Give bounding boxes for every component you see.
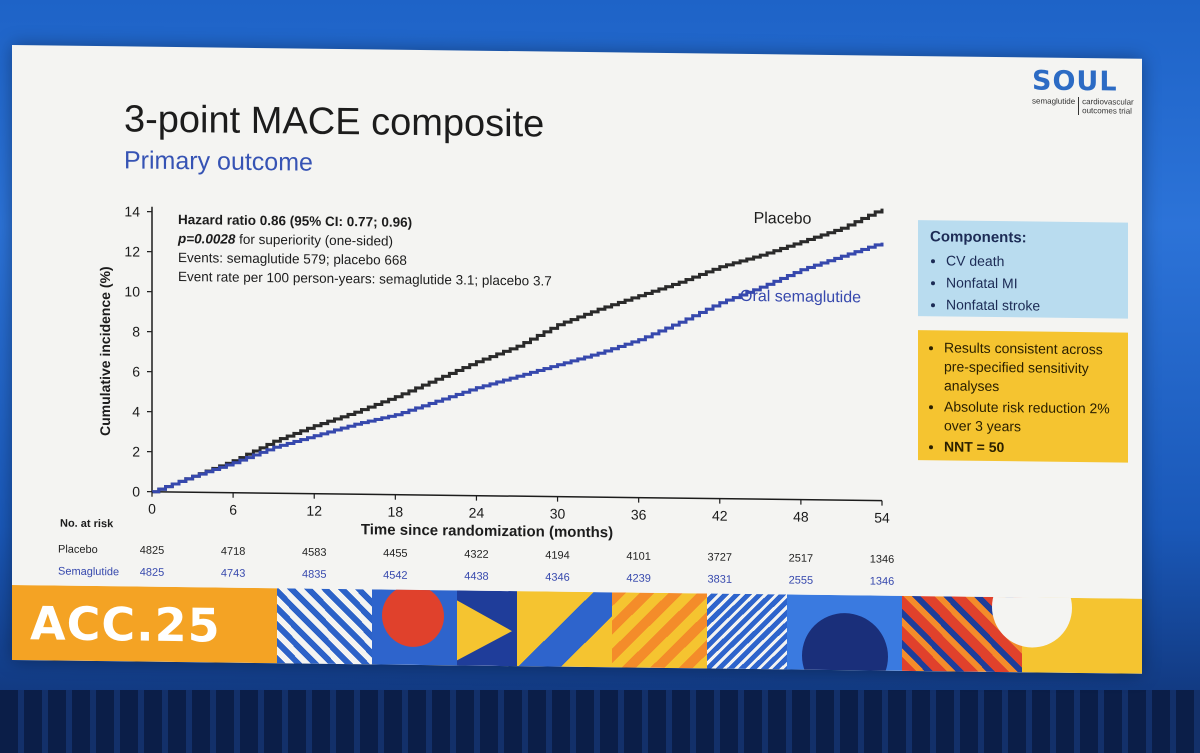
y-axis-label: Cumulative incidence (%) <box>97 266 113 436</box>
y-tick-label: 2 <box>132 443 140 459</box>
at-risk-value: 2555 <box>789 574 813 586</box>
x-tick-label: 6 <box>229 502 237 518</box>
at-risk-value: 4101 <box>626 551 650 563</box>
x-axis-line <box>152 490 882 502</box>
components-list: CV death Nonfatal MI Nonfatal stroke <box>930 249 1116 317</box>
at-risk-value: 4743 <box>221 568 245 580</box>
logo-sub-right: cardiovascular outcomes trial <box>1078 97 1142 116</box>
semaglutide-series-label: Oral semaglutide <box>740 288 861 306</box>
at-risk-value: 1346 <box>870 575 894 587</box>
pattern-tile-orange-stripes <box>612 592 707 669</box>
result-item-nnt: NNT = 50 <box>944 437 1118 458</box>
pattern-tile-blue-lines <box>707 593 787 670</box>
y-tick-label: 6 <box>132 363 140 379</box>
x-axis-label: Time since randomization (months) <box>361 521 613 541</box>
y-tick-label: 0 <box>132 483 140 499</box>
at-risk-value: 4825 <box>140 567 164 579</box>
x-tick-label: 48 <box>793 509 809 525</box>
at-risk-value: 3831 <box>708 573 732 585</box>
y-tick-label: 8 <box>132 323 140 339</box>
at-risk-value: 4194 <box>545 550 569 562</box>
result-item: Results consistent across pre-specified … <box>944 338 1118 397</box>
at-risk-value: 4718 <box>221 546 245 558</box>
at-risk-value: 4542 <box>383 570 407 582</box>
km-curve-semaglutide <box>152 242 884 494</box>
components-title: Components: <box>930 228 1027 247</box>
y-tick-label: 10 <box>124 283 140 299</box>
result-item: Absolute risk reduction 2% over 3 years <box>944 397 1118 437</box>
at-risk-value: 3727 <box>708 551 732 563</box>
y-tick-label: 4 <box>132 403 140 419</box>
km-curve-placebo <box>152 208 884 494</box>
at-risk-value: 4825 <box>140 545 164 557</box>
at-risk-value: 1346 <box>870 553 894 565</box>
x-tick-label: 36 <box>631 507 647 523</box>
at-risk-value: 4835 <box>302 569 326 581</box>
results-box: Results consistent across pre-specified … <box>918 330 1128 463</box>
pattern-tile-diagonal <box>517 591 612 668</box>
acc-logo-text: ACC.25 <box>12 585 277 664</box>
p-value-text: for superiority (one-sided) <box>235 232 393 249</box>
p-value: p=0.0028 <box>177 231 236 247</box>
placebo-series-label: Placebo <box>754 210 812 228</box>
logo-subtitle: semaglutide cardiovascular outcomes tria… <box>1032 96 1142 116</box>
at-risk-row-label: Placebo <box>58 544 98 556</box>
x-tick-label: 30 <box>550 506 566 522</box>
y-tick-label: 14 <box>124 203 140 219</box>
at-risk-value: 2517 <box>789 552 813 564</box>
at-risk-value: 4239 <box>626 573 650 585</box>
pattern-tile-yellow <box>992 585 1142 674</box>
x-tick-label: 12 <box>306 503 322 519</box>
red-circle-shape <box>382 585 444 648</box>
at-risk-value: 4346 <box>545 572 569 584</box>
at-risk-value: 4583 <box>302 547 326 559</box>
event-rate-annotation: Event rate per 100 person-years: semaglu… <box>178 269 552 289</box>
results-list: Results consistent across pre-specified … <box>928 338 1118 458</box>
soul-logo: SOUL semaglutide cardiovascular outcomes… <box>1032 65 1142 116</box>
navy-semicircle-shape <box>802 612 888 674</box>
pattern-tile-arc <box>787 594 902 674</box>
slide-subtitle: Primary outcome <box>124 146 313 177</box>
logo-word: SOUL <box>1032 65 1118 98</box>
p-value-annotation: p=0.0028 for superiority (one-sided) <box>177 231 393 249</box>
at-risk-header: No. at risk <box>60 518 114 531</box>
x-tick-label: 42 <box>712 508 728 524</box>
chart-labels: Cumulative incidence (%) Time since rand… <box>97 210 861 541</box>
component-item: Nonfatal stroke <box>946 293 1116 317</box>
x-tick-label: 0 <box>148 501 156 517</box>
pattern-tile-triangle <box>457 590 517 667</box>
hazard-ratio-annotation: Hazard ratio 0.86 (95% CI: 0.77; 0.96) <box>178 212 412 230</box>
component-item: CV death <box>946 249 1116 273</box>
chart-series <box>152 208 884 494</box>
x-tick-label: 18 <box>388 504 404 520</box>
at-risk-table: No. at risk Placebo 4825 4718 4583 4455 4322 4… <box>58 518 894 588</box>
presentation-slide: 3-point MACE composite Primary outcome S… <box>12 45 1142 674</box>
components-box: Components: CV death Nonfatal MI Nonfata… <box>918 220 1128 319</box>
at-risk-value: 4455 <box>383 548 407 560</box>
pattern-tile-circle <box>372 585 457 666</box>
pattern-tile-stripes <box>277 588 372 665</box>
stage-floor <box>0 690 1200 753</box>
events-annotation: Events: semaglutide 579; placebo 668 <box>178 250 407 268</box>
acc-banner: ACC.25 <box>12 585 1142 674</box>
logo-sub-left: semaglutide <box>1032 96 1076 106</box>
component-item: Nonfatal MI <box>946 271 1116 295</box>
x-tick-label: 24 <box>469 505 485 521</box>
y-tick-label: 12 <box>124 243 140 259</box>
slide-title: 3-point MACE composite <box>124 98 545 146</box>
x-tick-label: 54 <box>874 510 890 526</box>
at-risk-value: 4322 <box>464 549 488 561</box>
chart-axes <box>151 206 882 502</box>
yellow-triangle-shape <box>457 600 512 662</box>
at-risk-value: 4438 <box>464 571 488 583</box>
at-risk-row-label: Semaglutide <box>58 566 119 579</box>
